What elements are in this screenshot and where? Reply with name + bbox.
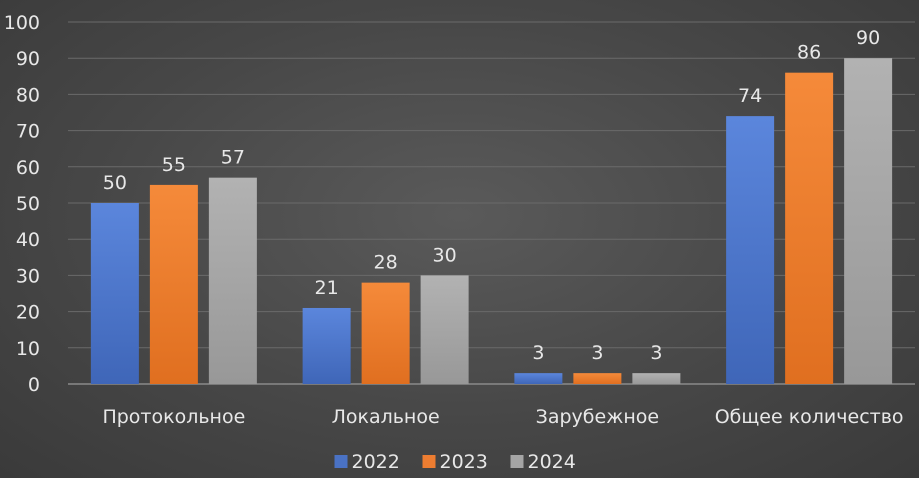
bar-2023 [573,373,622,384]
data-label: 3 [591,342,603,364]
bar-2024 [844,58,893,384]
legend-swatch [422,455,436,468]
data-label: 57 [221,147,245,169]
data-label: 3 [650,342,662,364]
category-label: Зарубежное [536,406,659,428]
data-labels: 50 55 57 21 28 30 3 3 3 74 86 90 [103,27,880,364]
legend: 2022 2023 2024 [334,451,576,473]
bar-2023 [785,72,834,385]
bar-2022 [726,116,775,385]
bar-2022 [90,203,139,384]
y-tick-label: 30 [16,265,40,287]
y-tick-label: 20 [16,302,40,324]
legend-label: 2024 [528,451,576,473]
bar-2023 [149,184,198,384]
data-label: 50 [103,172,127,194]
y-tick-label: 0 [28,374,40,396]
bar-2023 [361,282,410,384]
bar-2024 [420,275,469,384]
y-tick-label: 100 [4,12,40,34]
bar-2022 [514,373,563,384]
legend-swatch [510,455,524,468]
bar-2024 [632,373,681,384]
data-label: 55 [162,154,186,176]
bars [90,58,893,385]
data-label: 86 [797,42,821,64]
category-label: Общее количество [715,406,904,428]
bar-2024 [208,177,257,384]
legend-swatch [334,455,348,468]
data-label: 30 [433,244,457,266]
y-tick-label: 90 [16,48,40,70]
y-tick-label: 10 [16,338,40,360]
data-label: 28 [374,252,398,274]
bar-2022 [302,307,351,384]
y-tick-label: 80 [16,84,40,106]
data-label: 21 [315,277,339,299]
y-tick-label: 60 [16,157,40,179]
data-label: 90 [856,27,880,49]
data-label: 3 [532,342,544,364]
y-tick-label: 70 [16,121,40,143]
y-tick-label: 50 [16,193,40,215]
y-tick-label: 40 [16,229,40,251]
category-label: Протокольное [102,406,245,428]
category-label: Локальное [332,406,440,428]
x-axis-categories: Протокольное Локальное Зарубежное Общее кол… [102,406,903,428]
legend-label: 2022 [352,451,400,473]
legend-label: 2023 [440,451,488,473]
data-label: 74 [738,85,762,107]
y-axis-ticks: 0 10 20 30 40 50 60 70 80 90 100 [4,12,40,396]
